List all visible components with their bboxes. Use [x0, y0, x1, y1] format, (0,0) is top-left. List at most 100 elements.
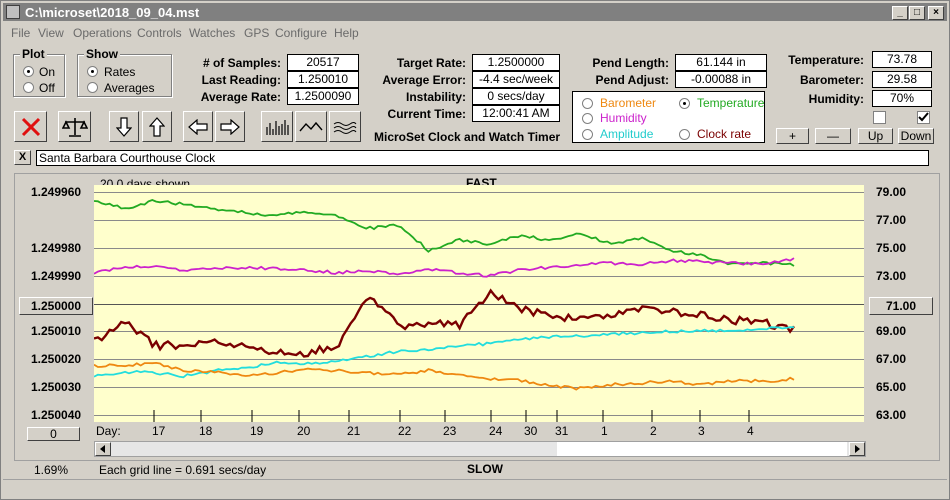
show-averages-radio[interactable] — [87, 82, 98, 93]
x-tick-label: 22 — [398, 424, 412, 438]
app-title-label: MicroSet Clock and Watch Timer — [374, 130, 561, 144]
instability-label: Instability: — [405, 90, 466, 104]
scale-plus-button[interactable]: + — [776, 128, 809, 144]
series-selector: Barometer Temperature Humidity Amplitude… — [572, 91, 765, 143]
menu-operations[interactable]: Operations — [73, 26, 132, 40]
plot-group: Plot — [13, 47, 65, 97]
chart-svg — [94, 192, 864, 422]
scale-balance-button[interactable] — [58, 111, 91, 142]
series-line-humidity — [94, 257, 795, 278]
balance-icon — [61, 117, 88, 137]
checkbox-left[interactable] — [873, 111, 886, 124]
humidity-radio[interactable] — [582, 113, 593, 124]
day-label: Day: — [96, 424, 121, 438]
pend-length-value: 61.144 in — [675, 54, 767, 71]
center-right-button[interactable]: 71.00 — [869, 297, 933, 315]
scroll-left-arrow[interactable] — [95, 442, 111, 456]
maximize-button[interactable]: □ — [909, 6, 925, 20]
temperature-radio[interactable] — [679, 98, 690, 109]
line-graph-icon — [299, 121, 323, 131]
close-clock-button[interactable]: X — [14, 150, 31, 165]
menu-bar: File View Operations Controls Watches GP… — [3, 23, 947, 41]
minimize-button[interactable]: _ — [892, 6, 908, 20]
show-group: Show — [77, 47, 172, 97]
app-icon — [6, 5, 20, 19]
barometer-radio[interactable] — [582, 98, 593, 109]
menu-configure[interactable]: Configure — [275, 26, 328, 40]
scroll-down-button[interactable] — [109, 111, 139, 142]
x-tick-label: 23 — [443, 424, 457, 438]
last-reading-label: Last Reading: — [201, 73, 281, 87]
y-right-tick-label: 77.00 — [876, 213, 907, 227]
plot-off-radio[interactable] — [23, 82, 34, 93]
x-tick-label: 2 — [650, 424, 657, 438]
target-rate-value[interactable]: 1.2500000 — [472, 54, 560, 71]
scroll-right-arrow[interactable] — [849, 442, 865, 456]
barometer-option: Barometer — [600, 96, 657, 110]
y-right-tick-label: 63.00 — [876, 408, 907, 422]
menu-gps[interactable]: GPS — [244, 26, 270, 40]
arrow-left-icon — [188, 118, 208, 135]
center-left-button[interactable]: 1.250000 — [19, 297, 93, 315]
scale-minus-button[interactable]: — — [815, 128, 851, 144]
current-time-value: 12:00:41 AM — [472, 105, 560, 122]
clockrate-radio[interactable] — [679, 129, 690, 140]
plot-group-title: Plot — [20, 47, 47, 61]
menu-watches[interactable]: Watches — [189, 26, 236, 40]
checkbox-right[interactable] — [917, 111, 930, 124]
pend-adjust-value: -0.00088 in — [675, 71, 767, 88]
show-averages-label: Averages — [104, 81, 155, 95]
amplitude-radio[interactable] — [582, 129, 593, 140]
wave-view-button[interactable] — [329, 111, 361, 142]
line-view-button[interactable] — [295, 111, 327, 142]
stop-button[interactable] — [14, 111, 47, 142]
chart-plot-area — [94, 185, 864, 422]
menu-controls[interactable]: Controls — [137, 26, 182, 40]
x-tick-label: 4 — [747, 424, 754, 438]
amplitude-option: Amplitude — [600, 127, 654, 141]
series-line-barometer — [94, 361, 795, 391]
menu-help[interactable]: Help — [334, 26, 359, 40]
samples-value: 20517 — [287, 54, 359, 71]
samples-label: # of Samples: — [202, 56, 281, 70]
scroll-up-button[interactable] — [142, 111, 172, 142]
x-tick-label: 20 — [297, 424, 311, 438]
scroll-left-button[interactable] — [183, 111, 213, 142]
scale-down-button[interactable]: Down — [898, 128, 934, 144]
instability-value: 0 secs/day — [472, 88, 560, 105]
x-tick-label: 19 — [250, 424, 264, 438]
current-time-label: Current Time: — [387, 107, 466, 121]
scroll-thumb[interactable] — [557, 442, 847, 456]
arrow-down-icon — [116, 116, 132, 137]
plot-on-radio[interactable] — [23, 66, 34, 77]
y-right-tick-label: 79.00 — [876, 185, 907, 199]
barometer-value: 29.58 — [872, 71, 932, 88]
bars-view-button[interactable] — [261, 111, 293, 142]
scroll-zero-button[interactable]: 0 — [27, 427, 80, 441]
red-x-icon — [21, 117, 40, 136]
clock-name-field[interactable]: Santa Barbara Courthouse Clock — [36, 150, 929, 166]
horizontal-scrollbar[interactable] — [94, 441, 866, 457]
y-left-tick-label: 1.250020 — [31, 352, 82, 366]
series-line-temperature — [94, 199, 795, 267]
y-right-tick-label: 75.00 — [876, 241, 907, 255]
menu-view[interactable]: View — [38, 26, 64, 40]
close-window-button[interactable]: × — [928, 6, 944, 20]
average-error-label: Average Error: — [382, 73, 466, 87]
y-right-tick-label: 73.00 — [876, 269, 907, 283]
last-reading-value: 1.250010 — [287, 71, 359, 88]
scale-up-button[interactable]: Up — [858, 128, 893, 144]
average-rate-label: Average Rate: — [200, 90, 281, 104]
show-rates-radio[interactable] — [87, 66, 98, 77]
target-rate-label: Target Rate: — [396, 56, 466, 70]
barometer-label: Barometer: — [799, 73, 864, 87]
plot-off-label: Off — [39, 81, 55, 95]
humidity-option: Humidity — [600, 111, 647, 125]
x-tick-label: 31 — [555, 424, 569, 438]
y-left-tick-label: 1.249980 — [31, 241, 82, 255]
bar-graph-icon — [266, 119, 289, 135]
menu-file[interactable]: File — [11, 26, 31, 40]
percent-label: 1.69% — [34, 463, 69, 477]
scroll-right-button[interactable] — [215, 111, 245, 142]
